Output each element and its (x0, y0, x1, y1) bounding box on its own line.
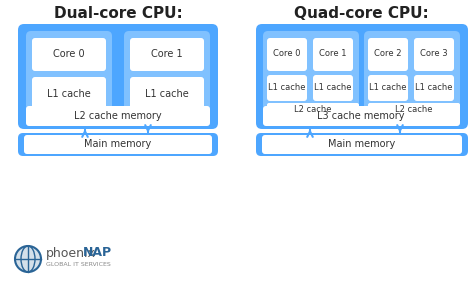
Text: Dual-core CPU:: Dual-core CPU: (54, 6, 182, 22)
FancyBboxPatch shape (32, 38, 106, 71)
Text: L1 cache: L1 cache (314, 83, 352, 92)
FancyBboxPatch shape (18, 133, 218, 156)
Text: L1 cache: L1 cache (47, 89, 91, 99)
Text: Core 0: Core 0 (53, 49, 85, 59)
FancyBboxPatch shape (364, 31, 460, 119)
Text: Main memory: Main memory (328, 139, 396, 149)
FancyBboxPatch shape (262, 135, 462, 154)
FancyBboxPatch shape (414, 75, 454, 101)
Text: GLOBAL IT SERVICES: GLOBAL IT SERVICES (46, 262, 111, 266)
FancyBboxPatch shape (267, 103, 359, 118)
Text: phoenix: phoenix (46, 246, 96, 259)
FancyBboxPatch shape (130, 38, 204, 71)
Text: Core 1: Core 1 (319, 49, 347, 58)
Text: Main memory: Main memory (84, 139, 152, 149)
Text: L2 cache: L2 cache (395, 105, 433, 114)
FancyBboxPatch shape (267, 38, 307, 71)
Text: L2 cache: L2 cache (294, 105, 332, 114)
FancyBboxPatch shape (263, 31, 359, 119)
Text: L1 cache: L1 cache (415, 83, 453, 92)
FancyBboxPatch shape (368, 75, 408, 101)
FancyBboxPatch shape (368, 103, 460, 118)
FancyBboxPatch shape (313, 75, 353, 101)
FancyBboxPatch shape (256, 24, 468, 129)
Text: Core 2: Core 2 (374, 49, 402, 58)
FancyBboxPatch shape (263, 106, 460, 126)
Text: Core 1: Core 1 (151, 49, 183, 59)
FancyBboxPatch shape (256, 133, 468, 156)
FancyBboxPatch shape (18, 24, 218, 129)
FancyBboxPatch shape (24, 135, 212, 154)
FancyBboxPatch shape (26, 106, 210, 126)
Text: L3 cache memory: L3 cache memory (317, 111, 405, 121)
FancyBboxPatch shape (32, 77, 106, 111)
Text: Quad-core CPU:: Quad-core CPU: (293, 6, 428, 22)
FancyBboxPatch shape (267, 75, 307, 101)
FancyBboxPatch shape (313, 38, 353, 71)
Text: NAP: NAP (83, 246, 112, 259)
Text: Core 0: Core 0 (273, 49, 301, 58)
Text: L1 cache: L1 cache (145, 89, 189, 99)
FancyBboxPatch shape (26, 31, 112, 119)
Text: L1 cache: L1 cache (369, 83, 407, 92)
Text: L1 cache: L1 cache (268, 83, 306, 92)
FancyBboxPatch shape (414, 38, 454, 71)
Text: Core 3: Core 3 (420, 49, 448, 58)
FancyBboxPatch shape (130, 77, 204, 111)
FancyBboxPatch shape (124, 31, 210, 119)
Text: L2 cache memory: L2 cache memory (74, 111, 162, 121)
Circle shape (15, 246, 41, 272)
FancyBboxPatch shape (368, 38, 408, 71)
